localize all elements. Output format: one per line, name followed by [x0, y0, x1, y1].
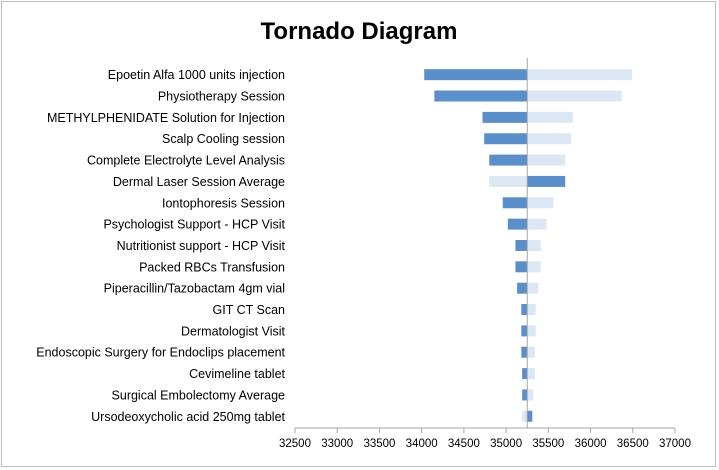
- category-label: Epoetin Alfa 1000 units injection: [108, 68, 285, 82]
- bar-high: [527, 197, 554, 209]
- category-label: Piperacillin/Tazobactam 4gm vial: [104, 282, 285, 296]
- x-tick-label: 36500: [617, 438, 649, 450]
- x-tick-label: 34500: [448, 438, 480, 450]
- category-label: Surgical Embolectomy Average: [112, 388, 286, 402]
- bar-low: [521, 325, 528, 337]
- x-tick-label: 33500: [363, 438, 395, 450]
- bar-low: [482, 111, 528, 123]
- bar-high: [527, 261, 541, 273]
- bar-low: [522, 368, 528, 380]
- bar-high: [527, 218, 547, 230]
- bar-high: [527, 154, 566, 166]
- bar-low: [515, 261, 528, 273]
- category-label: METHYLPHENIDATE Solution for Injection: [47, 111, 285, 125]
- bar-low: [527, 410, 533, 422]
- bar-low: [517, 282, 528, 294]
- x-tick-label: 35000: [490, 438, 522, 450]
- x-tick-label: 32500: [279, 438, 311, 450]
- bar-high: [527, 304, 536, 316]
- x-tick-label: 33000: [321, 438, 353, 450]
- bar-low: [502, 197, 528, 209]
- category-label: Endoscopic Surgery for Endoclips placeme…: [36, 346, 285, 360]
- x-tick-label: 37000: [659, 438, 691, 450]
- bar-high: [527, 111, 573, 123]
- bar-low: [527, 175, 566, 187]
- category-label: Iontophoresis Session: [162, 196, 285, 210]
- bar-high: [527, 239, 541, 251]
- chart-title: Tornado Diagram: [261, 18, 458, 45]
- bar-high: [527, 69, 632, 81]
- category-label: Physiotherapy Session: [158, 90, 285, 104]
- category-label: GIT CT Scan: [213, 303, 286, 317]
- bar-low: [507, 218, 528, 230]
- bar-low: [434, 90, 528, 102]
- category-label: Scalp Cooling session: [162, 132, 285, 146]
- bar-high: [489, 175, 528, 187]
- bar-high: [527, 346, 535, 358]
- x-tick-label: 34000: [406, 438, 438, 450]
- x-tick-label: 35500: [532, 438, 564, 450]
- bar-high: [527, 389, 534, 401]
- bar-high: [527, 133, 572, 145]
- bar-low: [515, 239, 528, 251]
- category-label: Dermatologist Visit: [181, 324, 286, 338]
- category-label: Packed RBCs Transfusion: [139, 260, 285, 274]
- bar-low: [424, 69, 528, 81]
- bar-low: [522, 389, 528, 401]
- bar-high: [527, 325, 536, 337]
- bar-high: [527, 282, 539, 294]
- bar-high: [522, 410, 528, 422]
- bar-low: [489, 154, 528, 166]
- x-tick-label: 36000: [575, 438, 607, 450]
- bar-low: [521, 304, 528, 316]
- category-label: Complete Electrolyte Level Analysis: [87, 154, 285, 168]
- category-label: Dermal Laser Session Average: [113, 175, 285, 189]
- bar-low: [521, 346, 528, 358]
- bar-low: [484, 133, 528, 145]
- bar-high: [527, 90, 622, 102]
- category-label: Psychologist Support - HCP Visit: [103, 218, 285, 232]
- category-label: Ursodeoxycholic acid 250mg tablet: [91, 410, 285, 424]
- category-label: Cevimeline tablet: [189, 367, 285, 381]
- category-label: Nutritionist support - HCP Visit: [117, 239, 286, 253]
- bar-high: [527, 368, 535, 380]
